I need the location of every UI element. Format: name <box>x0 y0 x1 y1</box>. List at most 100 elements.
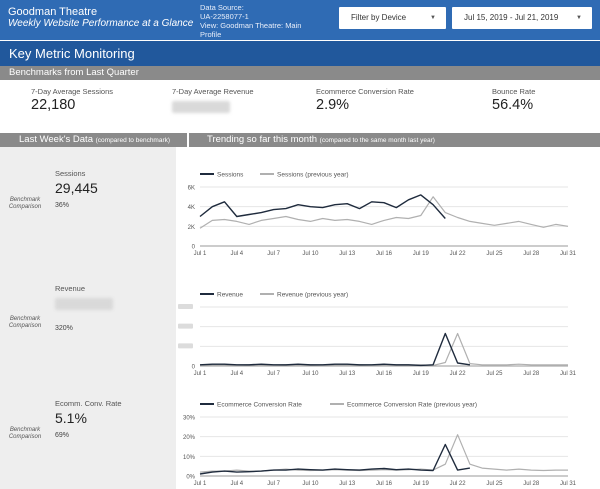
x-tick-label: Jul 16 <box>376 481 393 486</box>
metric-benchmark-pct: 320% <box>55 325 73 332</box>
device-filter-label: Filter by Device <box>351 13 407 22</box>
series-line-previous-year <box>199 196 569 229</box>
y-tick-label: 0 <box>192 365 196 371</box>
metric-benchmark-pct: 36% <box>55 202 70 209</box>
y-tick-label: 6K <box>188 186 195 192</box>
x-tick-label: Jul 7 <box>267 251 280 256</box>
metric-label: Ecomm. Conv. Rate <box>55 399 122 408</box>
series-line-previous-year <box>199 332 568 366</box>
sessions-trend-chart: 0 2K 4K 6K Jul 1 Jul 4 Jul 7 Jul 10 Jul 13 Jul 16… <box>188 172 577 257</box>
report-title: Goodman Theatre <box>8 6 98 18</box>
chevron-down-icon: ▼ <box>576 15 582 21</box>
benchmark-label-line: Comparison <box>8 434 42 440</box>
data-source-line: UA-2258077-1 <box>200 12 249 21</box>
redacted-tick-label <box>178 343 193 349</box>
series-line-current <box>199 194 446 219</box>
benchmark-label-line: Comparison <box>8 323 42 329</box>
redacted-value <box>172 101 230 113</box>
dashboard-header: Goodman Theatre Weekly Website Performan… <box>0 0 600 40</box>
last-week-header: Last Week's Data (compared to benchmark) <box>0 133 187 147</box>
benchmark-comparison-label: Benchmark Comparison <box>4 427 46 441</box>
benchmark-label-line: Benchmark <box>9 316 41 322</box>
x-tick-label: Jul 31 <box>560 371 577 376</box>
x-tick-label: Jul 31 <box>560 251 577 256</box>
x-tick-label: Jul 10 <box>302 481 319 486</box>
x-tick-label: Jul 22 <box>450 371 467 376</box>
x-tick-label: Jul 19 <box>413 251 430 256</box>
x-tick-label: Jul 22 <box>450 481 467 486</box>
metric-label: Sessions <box>55 169 86 178</box>
section-title-bar: Key Metric Monitoring <box>0 41 600 66</box>
y-tick-label: 0% <box>186 475 195 481</box>
report-title-block: Goodman Theatre Weekly Website Performan… <box>8 6 198 30</box>
kpi-avg-sessions: 7-Day Average Sessions 22,180 <box>31 87 113 113</box>
kpi-value: 56.4% <box>492 97 534 113</box>
x-tick-label: Jul 4 <box>230 481 243 486</box>
metric-value: 5.1% <box>55 410 87 426</box>
x-tick-label: Jul 1 <box>194 251 207 256</box>
benchmark-label-line: Comparison <box>8 204 42 210</box>
redacted-tick-label <box>178 323 193 329</box>
date-range-picker[interactable]: Jul 15, 2019 - Jul 21, 2019 ▼ <box>452 7 592 29</box>
y-tick-label: 4K <box>188 205 195 211</box>
legend-label: Sessions <box>217 172 244 179</box>
metric-ecomm-conv-rate: Ecomm. Conv. Rate 5.1% 69% <box>55 399 122 439</box>
metric-value: 29,445 <box>55 180 98 196</box>
kpi-label: Bounce Rate <box>492 87 536 96</box>
kpi-avg-revenue: 7-Day Average Revenue <box>172 87 254 118</box>
last-week-panel: Sessions 29,445 36% Benchmark Comparison… <box>0 147 176 489</box>
x-tick-label: Jul 1 <box>194 481 207 486</box>
data-source-line: Profile <box>200 30 222 39</box>
section-note: (compared to the same month last year) <box>319 137 435 144</box>
data-source-line: Data Source: <box>200 3 244 12</box>
benchmark-label-line: Benchmark <box>9 427 41 433</box>
legend-label: Revenue (previous year) <box>277 292 348 299</box>
series-line-current <box>199 443 471 475</box>
x-tick-label: Jul 22 <box>450 251 467 256</box>
metric-revenue: Revenue 320% <box>55 284 113 332</box>
redacted-tick-label <box>178 304 193 309</box>
x-tick-label: Jul 4 <box>230 371 243 376</box>
series-line-previous-year <box>199 434 568 473</box>
x-tick-label: Jul 31 <box>560 481 577 486</box>
y-tick-label: 30% <box>183 416 196 422</box>
section-note: (compared to benchmark) <box>95 137 171 144</box>
metric-label: Revenue <box>55 284 86 293</box>
kpi-conversion-rate: Ecommerce Conversion Rate 2.9% <box>316 87 414 113</box>
kpi-label: 7-Day Average Sessions <box>31 87 113 96</box>
kpi-label: 7-Day Average Revenue <box>172 87 254 96</box>
date-range-label: Jul 15, 2019 - Jul 21, 2019 <box>464 13 559 22</box>
section-title: Trending so far this month <box>207 134 318 145</box>
x-tick-label: Jul 28 <box>523 481 540 486</box>
series-line-current <box>199 332 471 367</box>
benchmarks-header: Benchmarks from Last Quarter <box>0 66 600 80</box>
y-tick-label: 10% <box>183 455 196 461</box>
x-tick-label: Jul 7 <box>267 371 280 376</box>
benchmark-label-line: Benchmark <box>9 197 41 203</box>
report-subtitle: Weekly Website Performance at a Glance <box>8 18 194 29</box>
benchmark-comparison-label: Benchmark Comparison <box>4 316 46 330</box>
kpi-label: Ecommerce Conversion Rate <box>316 87 414 96</box>
x-tick-label: Jul 13 <box>339 251 356 256</box>
x-tick-label: Jul 19 <box>413 371 430 376</box>
trending-header: Trending so far this month (compared to … <box>189 133 600 147</box>
x-tick-label: Jul 25 <box>486 371 503 376</box>
kpi-value: 22,180 <box>31 97 76 113</box>
x-tick-label: Jul 7 <box>267 481 280 486</box>
device-filter-dropdown[interactable]: Filter by Device ▼ <box>339 7 446 29</box>
x-tick-label: Jul 4 <box>230 251 243 256</box>
legend-label: Ecommerce Conversion Rate (previous year… <box>347 402 477 409</box>
kpi-bounce-rate: Bounce Rate 56.4% <box>492 87 535 113</box>
x-tick-label: Jul 19 <box>413 481 430 486</box>
x-tick-label: Jul 16 <box>376 251 393 256</box>
redacted-value <box>55 298 113 310</box>
x-tick-label: Jul 1 <box>194 371 207 376</box>
x-tick-label: Jul 25 <box>486 251 503 256</box>
conversion-rate-trend-chart: 0% 10% 20% 30% Jul 1 Jul 4 Jul 7 Jul 10 Jul 13 Ju… <box>183 402 577 487</box>
legend-label: Ecommerce Conversion Rate <box>217 402 302 409</box>
x-tick-label: Jul 28 <box>523 251 540 256</box>
x-tick-label: Jul 25 <box>486 481 503 486</box>
data-source-info: Data Source: UA-2258077-1 View: Goodman … <box>200 3 330 39</box>
x-tick-label: Jul 10 <box>302 371 319 376</box>
